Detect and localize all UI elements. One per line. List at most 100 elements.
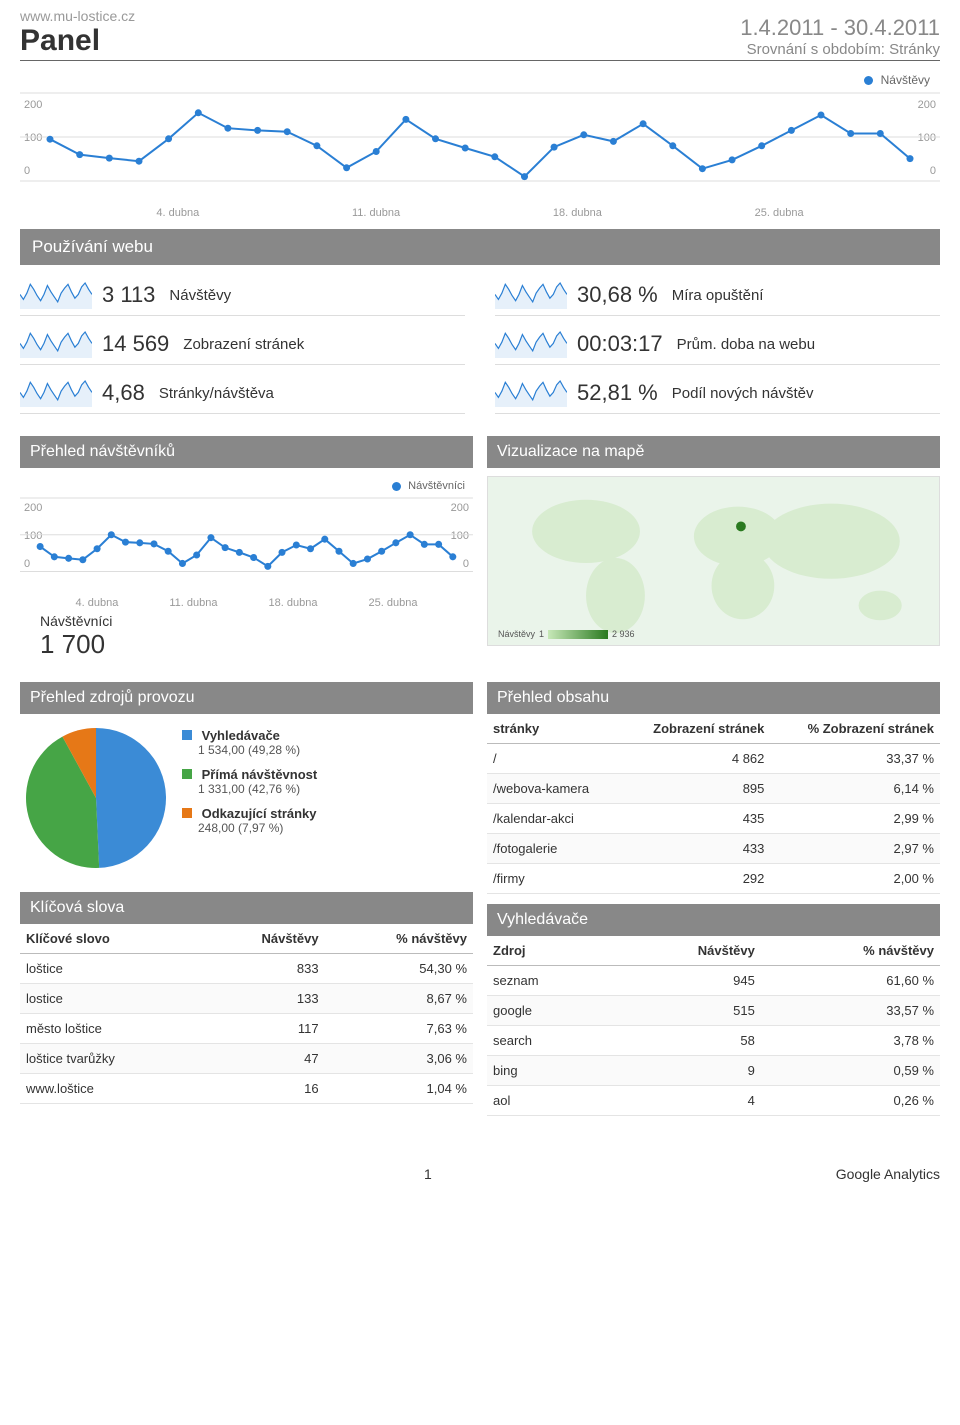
table-cell: 4	[611, 1086, 760, 1116]
metric-value: 30,68 %	[577, 282, 658, 308]
table-cell: 9	[611, 1056, 760, 1086]
table-header: % návštěvy	[325, 924, 473, 954]
table-cell: 61,60 %	[761, 966, 940, 996]
table-row: /4 86233,37 %	[487, 744, 940, 774]
table-header: Zobrazení stránek	[619, 714, 770, 744]
metric-label: Míra opuštění	[672, 287, 764, 304]
visitors-line-chart: 2001000 2001000 4. dubna11. dubna18. dub…	[20, 494, 473, 609]
table-cell: 433	[619, 834, 770, 864]
table-cell: 2,00 %	[770, 864, 940, 894]
map-scale-max: 2 936	[612, 629, 635, 639]
usage-metric: 14 569 Zobrazení stránek	[20, 330, 465, 365]
page-number: 1	[424, 1166, 432, 1182]
panel-title: Přehled obsahu	[487, 682, 940, 714]
table-row: aol40,26 %	[487, 1086, 940, 1116]
table-row: google51533,57 %	[487, 996, 940, 1026]
search-engines-table: ZdrojNávštěvy% návštěvyseznam94561,60 %g…	[487, 936, 940, 1116]
content-table: stránkyZobrazení stránek% Zobrazení strá…	[487, 714, 940, 894]
table-cell: seznam	[487, 966, 611, 996]
metric-label: Zobrazení stránek	[183, 336, 304, 353]
table-cell: 6,14 %	[770, 774, 940, 804]
table-cell: bing	[487, 1056, 611, 1086]
report-header: www.mu-lostice.cz Panel 1.4.2011 - 30.4.…	[20, 8, 940, 61]
color-swatch-icon	[182, 808, 192, 818]
table-row: bing90,59 %	[487, 1056, 940, 1086]
legend-label: Návštěvníci	[408, 480, 465, 492]
table-header: % Zobrazení stránek	[770, 714, 940, 744]
usage-section-title: Používání webu	[20, 229, 940, 265]
table-cell: 117	[201, 1014, 325, 1044]
world-map: Návštěvy 1 2 936	[487, 476, 940, 646]
keywords-table: Klíčové slovoNávštěvy% návštěvy loštice83…	[20, 924, 473, 1104]
table-row: seznam94561,60 %	[487, 966, 940, 996]
usage-metric: 3 113Návštěvy	[20, 281, 465, 316]
table-cell: 8,67 %	[325, 984, 473, 1014]
table-cell: 33,37 %	[770, 744, 940, 774]
table-cell: /	[487, 744, 619, 774]
table-cell: 833	[201, 954, 325, 984]
pie-chart	[26, 728, 166, 868]
site-url: www.mu-lostice.cz	[20, 8, 135, 24]
table-header: Návštěvy	[201, 924, 325, 954]
color-swatch-icon	[182, 730, 192, 740]
gradient-bar-icon	[548, 630, 608, 639]
visitors-overview-panel: Přehled návštěvníků Návštěvníci 2001000 …	[20, 436, 473, 668]
map-scale-min: 1	[539, 629, 544, 639]
panel-title: Vizualizace na mapě	[487, 436, 940, 468]
legend-name: Přímá návštěvnost	[202, 767, 318, 782]
pie-legend-item: Odkazující stránky 248,00 (7,97 %)	[182, 806, 317, 835]
table-cell: www.loštice	[20, 1074, 201, 1104]
panel-title: Klíčová slova	[20, 892, 473, 924]
table-cell: /webova-kamera	[487, 774, 619, 804]
metric-label: Návštěvy	[169, 287, 231, 304]
table-cell: 292	[619, 864, 770, 894]
keywords-panel: Klíčová slova Klíčové slovoNávštěvy% náv…	[20, 892, 473, 1104]
table-cell: 515	[611, 996, 760, 1026]
compare-subtitle: Srovnání s obdobím: Stránky	[740, 41, 940, 58]
panel-title: Přehled návštěvníků	[20, 436, 473, 468]
legend-name: Odkazující stránky	[202, 806, 317, 821]
table-header: stránky	[487, 714, 619, 744]
search-engines-panel: Vyhledávače ZdrojNávštěvy% návštěvysezna…	[487, 904, 940, 1116]
legend-dot-icon	[392, 482, 401, 491]
legend-value: 1 331,00 (42,76 %)	[182, 782, 317, 796]
metric-value: 00:03:17	[577, 331, 663, 357]
table-row: /firmy2922,00 %	[487, 864, 940, 894]
report-page: www.mu-lostice.cz Panel 1.4.2011 - 30.4.…	[0, 0, 960, 1136]
visitors-summary-label: Návštěvníci	[40, 613, 473, 629]
table-cell: 435	[619, 804, 770, 834]
table-row: /webova-kamera8956,14 %	[487, 774, 940, 804]
table-cell: /kalendar-akci	[487, 804, 619, 834]
table-cell: 47	[201, 1044, 325, 1074]
map-overlay-panel: Vizualizace na mapě Návštěvy 1	[487, 436, 940, 668]
table-cell: loštice	[20, 954, 201, 984]
date-range: 1.4.2011 - 30.4.2011	[740, 15, 940, 41]
table-header: Klíčové slovo	[20, 924, 201, 954]
content-overview-panel: Přehled obsahu stránkyZobrazení stránek%…	[487, 682, 940, 894]
table-row: loštice tvarůžky473,06 %	[20, 1044, 473, 1074]
pie-legend: Vyhledávače 1 534,00 (49,28 %) Přímá náv…	[182, 728, 317, 868]
legend-value: 1 534,00 (49,28 %)	[182, 743, 317, 757]
table-cell: 33,57 %	[761, 996, 940, 1026]
table-cell: 133	[201, 984, 325, 1014]
table-cell: 2,99 %	[770, 804, 940, 834]
table-cell: /firmy	[487, 864, 619, 894]
metric-value: 14 569	[102, 331, 169, 357]
legend-value: 248,00 (7,97 %)	[182, 821, 317, 835]
table-cell: 945	[611, 966, 760, 996]
visitors-summary-value: 1 700	[40, 629, 473, 660]
table-cell: lostice	[20, 984, 201, 1014]
table-cell: 2,97 %	[770, 834, 940, 864]
metric-label: Stránky/návštěva	[159, 385, 274, 402]
pie-legend-item: Vyhledávače 1 534,00 (49,28 %)	[182, 728, 317, 757]
table-row: lostice1338,67 %	[20, 984, 473, 1014]
table-row: město loštice1177,63 %	[20, 1014, 473, 1044]
table-cell: 16	[201, 1074, 325, 1104]
usage-metric: 00:03:17Prům. doba na webu	[495, 330, 940, 365]
legend-dot-icon	[864, 76, 873, 85]
page-title: Panel	[20, 24, 135, 58]
metric-value: 4,68	[102, 380, 145, 406]
table-cell: 54,30 %	[325, 954, 473, 984]
table-cell: /fotogalerie	[487, 834, 619, 864]
usage-metric: 4,68 Stránky/návštěva	[20, 379, 465, 414]
